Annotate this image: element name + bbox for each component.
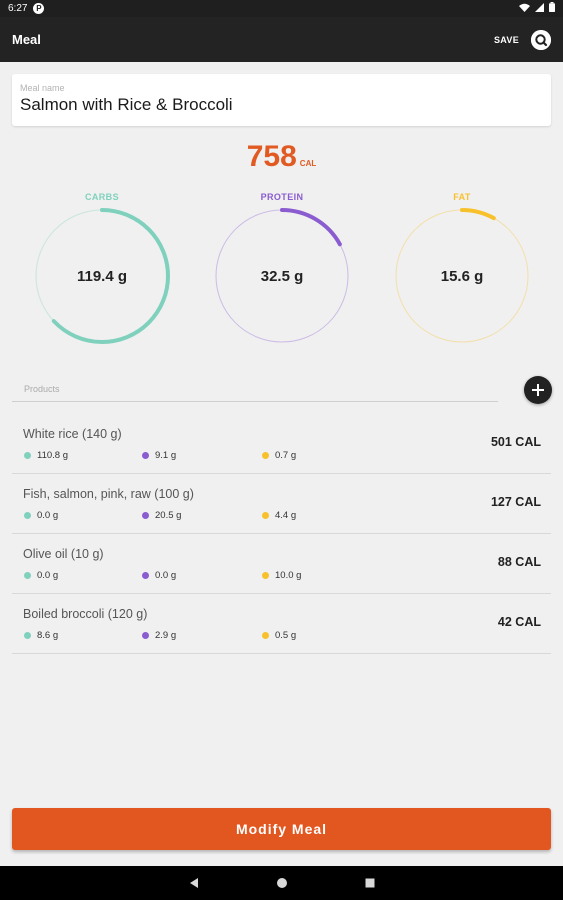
carbs-dot-icon (24, 452, 31, 459)
protein-dot-icon (142, 572, 149, 579)
nav-back-icon (189, 878, 198, 888)
macro-protein-value: 32.5 g (260, 267, 304, 285)
battery-icon (549, 2, 555, 15)
calories-value: 758 (246, 140, 297, 173)
status-bar: 6:27 P (0, 0, 563, 17)
nav-recents-icon (365, 878, 374, 888)
carbs-ring (34, 208, 170, 344)
macro-fat: FAT 15.6 g (392, 192, 532, 346)
product-protein-value: 2.9 g (155, 630, 177, 641)
product-carbs: 0.0 g (24, 510, 58, 521)
fat-dot-icon (262, 572, 269, 579)
product-name: White rice (140 g) (23, 427, 122, 441)
product-protein: 20.5 g (142, 510, 181, 521)
macro-protein-label: PROTEIN (260, 192, 304, 202)
status-time: 6:27 (8, 3, 28, 14)
macro-fat-value: 15.6 g (440, 267, 484, 285)
product-name: Fish, salmon, pink, raw (100 g) (23, 487, 194, 501)
product-fat: 0.5 g (262, 630, 296, 641)
nav-home-button[interactable] (275, 876, 289, 890)
macro-protein: PROTEIN 32.5 g (212, 192, 352, 346)
product-fat: 4.4 g (262, 510, 296, 521)
wifi-icon (519, 3, 530, 15)
help-icon (531, 29, 551, 50)
total-calories: 758 CAL (0, 140, 563, 174)
protein-dot-icon (142, 512, 149, 519)
fat-dot-icon (262, 632, 269, 639)
product-protein: 9.1 g (142, 450, 176, 461)
product-carbs: 8.6 g (24, 630, 58, 641)
protein-dot-icon (142, 452, 149, 459)
product-list: White rice (140 g) 110.8 g 9.1 g 0.7 g 5… (12, 414, 551, 654)
product-calories: 88 CAL (497, 555, 541, 569)
product-carbs-value: 0.0 g (37, 570, 59, 581)
product-fat-value: 10.0 g (275, 570, 302, 581)
modify-meal-button[interactable]: Modify Meal (12, 808, 551, 850)
product-calories: 42 CAL (497, 615, 541, 629)
page-title: Meal (12, 32, 41, 47)
product-carbs-value: 0.0 g (37, 510, 59, 521)
carbs-dot-icon (24, 512, 31, 519)
app-notification-icon: P (33, 3, 45, 14)
fat-dot-icon (262, 452, 269, 459)
product-fat: 0.7 g (262, 450, 296, 461)
product-protein-value: 20.5 g (155, 510, 182, 521)
nav-recents-button[interactable] (363, 876, 377, 890)
fat-ring (394, 208, 530, 344)
product-calories: 501 CAL (490, 435, 541, 449)
product-carbs-value: 8.6 g (37, 630, 59, 641)
protein-ring (214, 208, 350, 344)
product-protein-value: 0.0 g (155, 570, 177, 581)
add-product-button[interactable] (524, 376, 552, 404)
product-fat-value: 4.4 g (275, 510, 297, 521)
help-button[interactable] (531, 29, 551, 50)
nav-home-icon (276, 878, 287, 888)
product-name: Olive oil (10 g) (23, 547, 104, 561)
product-carbs-value: 110.8 g (37, 450, 68, 461)
macro-carbs-label: CARBS (84, 192, 119, 202)
product-protein-value: 9.1 g (155, 450, 177, 461)
product-row[interactable]: Fish, salmon, pink, raw (100 g) 0.0 g 20… (12, 474, 551, 534)
carbs-dot-icon (24, 632, 31, 639)
products-header: Products (12, 380, 498, 402)
carbs-dot-icon (24, 572, 31, 579)
product-fat-value: 0.5 g (275, 630, 297, 641)
macro-carbs-value: 119.4 g (76, 267, 128, 285)
product-carbs: 110.8 g (24, 450, 68, 461)
products-label: Products (24, 384, 60, 394)
product-row[interactable]: Boiled broccoli (120 g) 8.6 g 2.9 g 0.5 … (12, 594, 551, 654)
protein-dot-icon (142, 632, 149, 639)
macro-carbs: CARBS 119.4 g (32, 192, 172, 346)
meal-name-label: Meal name (20, 83, 65, 93)
product-name: Boiled broccoli (120 g) (23, 607, 148, 621)
calories-unit: CAL (299, 159, 317, 168)
product-calories: 127 CAL (490, 495, 541, 509)
product-fat-value: 0.7 g (275, 450, 297, 461)
product-fat: 10.0 g (262, 570, 301, 581)
product-carbs: 0.0 g (24, 570, 58, 581)
product-protein: 2.9 g (142, 630, 176, 641)
app-bar: Meal SAVE (0, 17, 563, 62)
fat-dot-icon (262, 512, 269, 519)
save-button[interactable]: SAVE (493, 34, 519, 45)
product-protein: 0.0 g (142, 570, 176, 581)
product-row[interactable]: White rice (140 g) 110.8 g 9.1 g 0.7 g 5… (12, 414, 551, 474)
product-row[interactable]: Olive oil (10 g) 0.0 g 0.0 g 10.0 g 88 C… (12, 534, 551, 594)
meal-name-field[interactable]: Meal name (12, 74, 551, 126)
plus-icon (532, 384, 544, 396)
macro-fat-label: FAT (453, 192, 471, 202)
meal-name-input[interactable] (20, 95, 543, 115)
system-nav-bar (0, 866, 563, 900)
nav-back-button[interactable] (187, 876, 201, 890)
signal-icon (535, 2, 544, 15)
